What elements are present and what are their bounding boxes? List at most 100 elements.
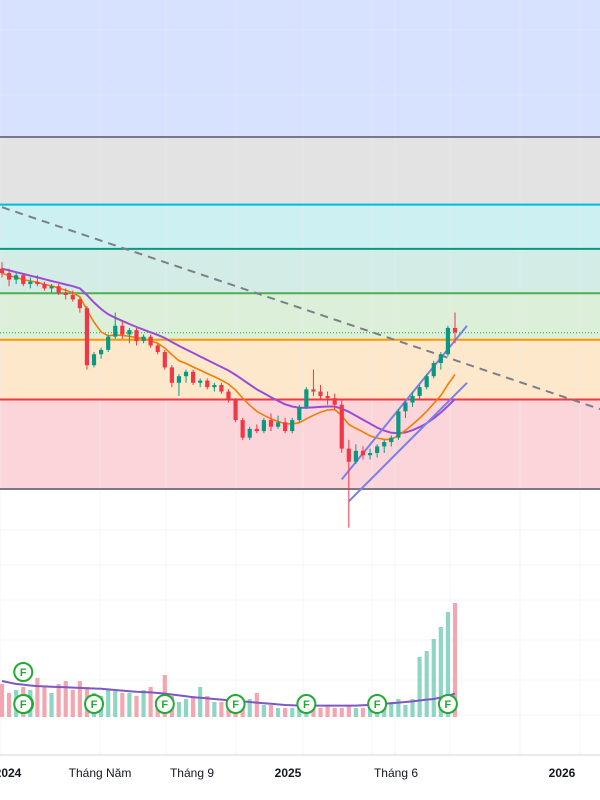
event-marker: F bbox=[225, 694, 246, 714]
candle-body bbox=[134, 330, 139, 342]
volume-bar bbox=[183, 699, 189, 717]
candle-body bbox=[360, 450, 366, 456]
volume-bar bbox=[311, 708, 316, 717]
candle-body bbox=[254, 428, 259, 432]
event-marker-circle bbox=[225, 694, 246, 714]
event-marker-circle bbox=[13, 694, 34, 714]
candle-body bbox=[219, 384, 224, 392]
fib-levels bbox=[0, 136, 600, 490]
volume-bar bbox=[6, 693, 12, 717]
event-marker: F bbox=[437, 694, 458, 714]
event-marker-label: F bbox=[232, 699, 239, 711]
volume-bar bbox=[247, 699, 252, 717]
candle-body bbox=[35, 281, 40, 285]
fib-zone bbox=[0, 339, 600, 400]
volume-bar bbox=[134, 696, 139, 717]
volume-bar bbox=[268, 705, 274, 717]
volume-bar bbox=[424, 651, 429, 717]
event-marker: F bbox=[13, 694, 34, 714]
candle-body bbox=[28, 281, 33, 285]
volume-bar bbox=[148, 687, 153, 717]
trend-line bbox=[1, 206, 600, 411]
volume-bar bbox=[191, 696, 196, 717]
event-marker-label: F bbox=[303, 699, 310, 711]
candle-body bbox=[367, 453, 373, 456]
event-marker-label: F bbox=[20, 667, 27, 679]
volume-bar bbox=[198, 687, 203, 717]
candle-body bbox=[346, 448, 351, 462]
candle-body bbox=[21, 275, 26, 285]
candle-body bbox=[261, 420, 266, 432]
grid-lines bbox=[0, 0, 600, 755]
volume-bar bbox=[410, 699, 415, 717]
candle-body bbox=[396, 411, 401, 438]
event-marker: F bbox=[154, 694, 175, 714]
x-tick-label: 2024 bbox=[0, 766, 22, 780]
event-markers: FFFFFFFFF bbox=[13, 662, 458, 714]
candle-body bbox=[84, 308, 90, 366]
volume-bar bbox=[70, 690, 75, 717]
volume-bar bbox=[42, 687, 47, 717]
fib-zone bbox=[0, 248, 600, 294]
candle-body bbox=[169, 367, 174, 383]
candle-body bbox=[304, 389, 309, 407]
candle-body bbox=[49, 286, 54, 289]
volume-bar bbox=[219, 702, 224, 717]
volume-bar bbox=[56, 684, 61, 717]
volume-bar bbox=[389, 702, 394, 717]
candle-body bbox=[247, 428, 252, 438]
candle-body bbox=[113, 325, 118, 337]
candle-body bbox=[424, 376, 429, 388]
event-marker-label: F bbox=[91, 699, 98, 711]
candle-body bbox=[63, 292, 68, 296]
candle-body bbox=[452, 327, 458, 333]
volume-bar bbox=[353, 708, 358, 717]
volume-bar bbox=[141, 690, 146, 717]
candle-body bbox=[99, 349, 104, 355]
candle-body bbox=[325, 395, 330, 399]
volume-bar bbox=[325, 705, 330, 717]
event-marker-label: F bbox=[374, 699, 381, 711]
ma-fast-line bbox=[1, 272, 456, 441]
volume-bar bbox=[417, 657, 422, 717]
channel-lower bbox=[348, 382, 468, 502]
volume-bar bbox=[318, 708, 323, 717]
candle-body bbox=[155, 345, 160, 353]
event-marker-circle bbox=[84, 694, 105, 714]
volume-bar bbox=[431, 639, 436, 717]
volume-bar bbox=[367, 708, 373, 717]
candle-body bbox=[198, 380, 203, 383]
event-marker-circle bbox=[367, 694, 388, 714]
candle-body bbox=[56, 286, 61, 293]
volume-bar bbox=[382, 708, 387, 717]
candle-body bbox=[191, 371, 196, 383]
candle-body bbox=[205, 380, 210, 388]
candle-body bbox=[120, 325, 125, 335]
volume-bar bbox=[63, 681, 68, 717]
event-marker-circle bbox=[154, 694, 175, 714]
candle-body bbox=[318, 391, 323, 396]
event-marker-circle bbox=[13, 662, 34, 682]
x-axis-background bbox=[0, 755, 600, 800]
event-marker-label: F bbox=[20, 699, 27, 711]
candle-body bbox=[311, 389, 316, 392]
volume-bar bbox=[283, 708, 288, 717]
volume-bar bbox=[339, 708, 344, 717]
candle-body bbox=[183, 371, 189, 377]
volume-bar bbox=[360, 708, 366, 717]
x-axis: 2024 Tháng Năm Tháng 9 2025 Tháng 6 2026 bbox=[0, 754, 600, 800]
candle-body bbox=[431, 363, 436, 377]
volume-bar bbox=[212, 702, 217, 717]
volume-bar bbox=[176, 702, 182, 717]
candle-body bbox=[438, 354, 443, 364]
volume-bar bbox=[0, 684, 5, 717]
volume-bar bbox=[403, 705, 408, 717]
candle-body bbox=[375, 446, 380, 454]
candle-body bbox=[6, 273, 12, 280]
volume-bar bbox=[77, 681, 82, 717]
candle-body bbox=[417, 387, 422, 396]
event-marker-label: F bbox=[445, 699, 452, 711]
volume-bar bbox=[290, 708, 295, 717]
volume-bar bbox=[35, 678, 40, 717]
